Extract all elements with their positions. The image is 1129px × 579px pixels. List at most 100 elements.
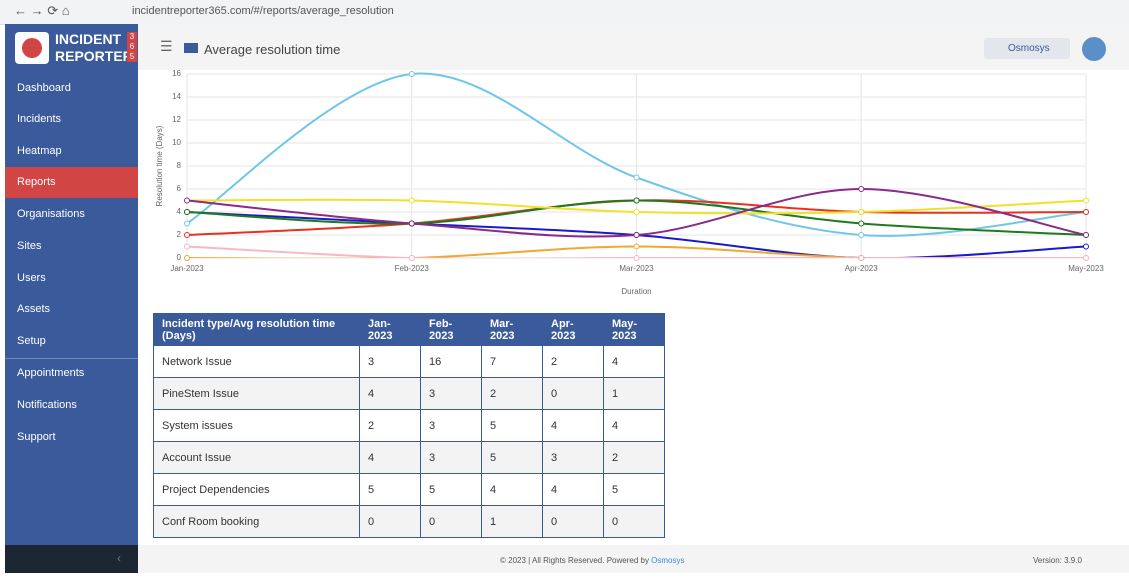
- data-point: [184, 255, 190, 261]
- footer-link[interactable]: Osmosys: [651, 556, 685, 565]
- data-point: [633, 243, 640, 250]
- column-header: Jan-2023: [359, 313, 421, 346]
- x-tick-label: Apr-2023: [845, 264, 878, 273]
- menu-button[interactable]: ☰: [160, 38, 173, 54]
- app-header: ☰ Average resolution time Osmosys: [138, 24, 1129, 70]
- page-title: Average resolution time: [204, 42, 341, 57]
- column-header: May-2023: [603, 313, 665, 346]
- org-selector[interactable]: Osmosys: [984, 38, 1070, 59]
- table-cell: Conf Room booking: [153, 505, 360, 538]
- data-point: [1083, 243, 1089, 250]
- table-cell: 4: [542, 409, 604, 442]
- table-cell: 2: [481, 377, 543, 410]
- data-point: [408, 71, 415, 77]
- column-header: Apr-2023: [542, 313, 604, 346]
- nav-item[interactable]: Heatmap: [17, 145, 62, 157]
- data-point: [633, 209, 640, 215]
- version: Version: 3.9.0: [1033, 556, 1082, 565]
- nav-item[interactable]: Dashboard: [17, 82, 71, 94]
- nav-item[interactable]: Reports: [5, 167, 138, 198]
- column-header: Feb-2023: [420, 313, 482, 346]
- table-cell: Network Issue: [153, 345, 360, 378]
- badge-digit: 6: [129, 42, 135, 51]
- data-point: [633, 232, 640, 238]
- data-point: [858, 255, 865, 261]
- table-cell: 3: [420, 377, 482, 410]
- x-tick-label: May-2023: [1068, 264, 1104, 273]
- x-tick-label: Mar-2023: [619, 264, 654, 273]
- y-tick-label: 16: [172, 70, 181, 78]
- data-point: [633, 255, 640, 261]
- table-cell: 7: [481, 345, 543, 378]
- nav-item[interactable]: Support: [17, 431, 56, 443]
- data-point: [184, 220, 190, 227]
- table-cell: 3: [542, 441, 604, 474]
- copyright-text: © 2023 | All Rights Reserved. Powered by: [500, 556, 649, 565]
- nav-item[interactable]: Setup: [17, 335, 46, 347]
- logo-text: REPORTER: [55, 48, 133, 64]
- nav-item[interactable]: Sites: [17, 240, 42, 252]
- footer: © 2023 | All Rights Reserved. Powered by…: [138, 545, 1129, 573]
- nav-item[interactable]: Incidents: [17, 113, 62, 125]
- y-tick-label: 12: [172, 115, 181, 124]
- table-cell: 3: [420, 409, 482, 442]
- data-point: [408, 197, 415, 204]
- avatar[interactable]: [1082, 37, 1106, 61]
- table-cell: 1: [603, 377, 665, 410]
- table-cell: 2: [603, 441, 665, 474]
- y-tick-label: 8: [177, 161, 182, 170]
- table-cell: System issues: [153, 409, 360, 442]
- nav-arrows[interactable]: ← → ⟳ ⌂: [14, 3, 70, 18]
- sidebar-footer: ‹: [5, 545, 138, 573]
- data-point: [184, 243, 190, 250]
- data-point: [1083, 255, 1089, 261]
- badge-digit: 3: [129, 32, 135, 41]
- table-cell: 4: [603, 409, 665, 442]
- table-row: Account Issue 4 3 5 3 2: [153, 441, 665, 474]
- table-cell: 5: [603, 473, 665, 506]
- data-point: [858, 232, 865, 238]
- logo-text: INCIDENT: [55, 31, 122, 47]
- data-point: [1083, 197, 1089, 204]
- table-cell: 16: [420, 345, 482, 378]
- y-tick-label: 0: [177, 253, 182, 262]
- table-row: PineStem Issue 4 3 2 0 1: [153, 377, 665, 410]
- table-row: System issues 2 3 5 4 4: [153, 409, 665, 442]
- badge-digit: 5: [129, 52, 135, 61]
- table-cell: 4: [542, 473, 604, 506]
- table-cell: 0: [542, 505, 604, 538]
- y-axis-label: Resolution time (Days): [155, 125, 164, 206]
- chart-icon: [184, 43, 198, 53]
- table-cell: PineStem Issue: [153, 377, 360, 410]
- org-name: Osmosys: [1008, 43, 1050, 54]
- table-cell: Account Issue: [153, 441, 360, 474]
- url[interactable]: incidentreporter365.com/#/reports/averag…: [132, 5, 394, 17]
- table-cell: 2: [542, 345, 604, 378]
- nav-item[interactable]: Users: [17, 272, 46, 284]
- table-cell: 2: [359, 409, 421, 442]
- browser-bar: ← → ⟳ ⌂ incidentreporter365.com/#/report…: [0, 0, 1129, 25]
- y-tick-label: 4: [177, 207, 182, 216]
- x-axis-label: Duration: [621, 287, 651, 296]
- nav-item[interactable]: Assets: [17, 303, 51, 315]
- table-row: Network Issue 3 16 7 2 4: [153, 345, 665, 378]
- data-point: [1083, 232, 1089, 238]
- data-point: [858, 209, 865, 215]
- nav-separator: [5, 358, 138, 359]
- series-line: [187, 245, 1086, 258]
- data-point: [633, 174, 640, 181]
- data-table: Incident type/Avg resolution time (Days)…: [153, 313, 665, 538]
- nav-item[interactable]: Organisations: [17, 208, 85, 220]
- y-tick-label: 6: [177, 184, 182, 193]
- table-cell: 0: [603, 505, 665, 538]
- data-point: [408, 220, 415, 227]
- table-cell: 0: [420, 505, 482, 538]
- table-cell: 5: [481, 409, 543, 442]
- table-cell: 4: [481, 473, 543, 506]
- nav-item[interactable]: Appointments: [17, 367, 85, 379]
- chart: 0 2 4 6 8 10 12 14 16 Jan-2023 Feb-2023 Mar-2023 Apr…: [155, 70, 1104, 296]
- nav-item[interactable]: Notifications: [17, 399, 77, 411]
- y-tick-label: 2: [177, 230, 182, 239]
